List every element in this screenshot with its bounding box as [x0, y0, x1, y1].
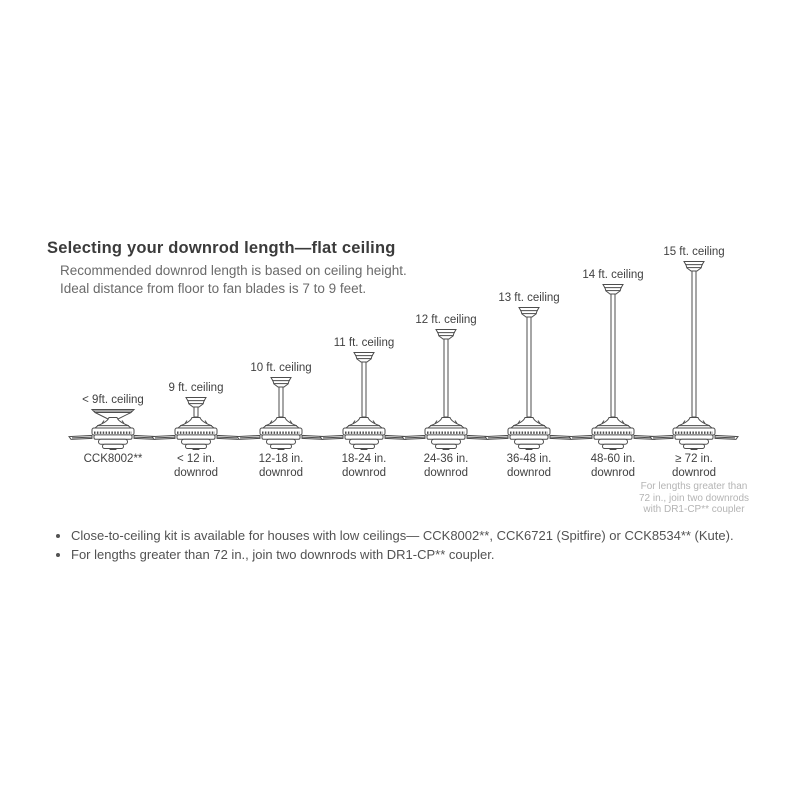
- downrod-length-label: 18-24 in. downrod: [309, 452, 419, 480]
- ceiling-fan-drawing: [319, 352, 409, 451]
- page-title: Selecting your downrod length—flat ceili…: [47, 239, 396, 257]
- downrod-length-line: ≥ 72 in.: [675, 453, 713, 465]
- downrod-length-line: downrod: [671, 467, 717, 479]
- downrod-length-label: 36-48 in. downrod: [474, 452, 584, 480]
- ceiling-fan-illustration: [146, 397, 246, 451]
- footnote-item: For lengths greater than 72 in., join tw…: [71, 546, 734, 564]
- downrod-length-line: 18-24 in.: [341, 453, 387, 465]
- fan-group: 10 ft. ceiling: [226, 362, 336, 451]
- subtitle-line-2: Ideal distance from floor to fan blades …: [60, 281, 367, 296]
- ceiling-fan-drawing: [68, 409, 158, 451]
- ceiling-fan-drawing: [236, 377, 326, 451]
- ceiling-height-label: 12 ft. ceiling: [415, 314, 477, 326]
- footnote-list: Close-to-ceiling kit is available for ho…: [56, 527, 734, 565]
- downrod-length-label: 48-60 in. downrod: [558, 452, 668, 480]
- downrod-length-line: downrod: [590, 467, 636, 479]
- downrod-length-label: ≥ 72 in. downrod: [639, 452, 749, 480]
- downrod-length-line: downrod: [506, 467, 552, 479]
- ceiling-height-label: 10 ft. ceiling: [250, 362, 312, 374]
- downrod-length-label: < 12 in. downrod: [141, 452, 251, 480]
- ceiling-fan-illustration: [314, 352, 414, 451]
- coupler-note-line: For lengths greater than: [640, 481, 748, 492]
- ceiling-fan-drawing: [401, 329, 491, 451]
- ceiling-fan-illustration: [63, 409, 163, 451]
- downrod-length-line: < 12 in.: [176, 453, 216, 465]
- ceiling-fan-drawing: [151, 397, 241, 451]
- downrod-length-line: downrod: [423, 467, 469, 479]
- coupler-note-line: 72 in., join two downrods: [638, 492, 750, 504]
- ceiling-height-label: 13 ft. ceiling: [498, 292, 560, 304]
- coupler-note: For lengths greater than 72 in., join two…: [609, 481, 779, 516]
- fan-group: 15 ft. ceiling: [639, 246, 749, 451]
- fan-group: 9 ft. ceiling: [141, 382, 251, 451]
- ceiling-fan-drawing: [568, 284, 658, 451]
- ceiling-fan-illustration: [644, 261, 744, 451]
- ceiling-fan-drawing: [649, 261, 739, 451]
- downrod-length-label: 12-18 in. downrod: [226, 452, 336, 480]
- ceiling-height-label: 11 ft. ceiling: [333, 337, 395, 349]
- fan-group: 12 ft. ceiling: [391, 314, 501, 451]
- fan-group: 14 ft. ceiling: [558, 269, 668, 451]
- downrod-length-label: 24-36 in. downrod: [391, 452, 501, 480]
- ceiling-height-label: < 9ft. ceiling: [82, 394, 144, 406]
- downrod-length-line: downrod: [173, 467, 219, 479]
- ceiling-fan-illustration: [479, 307, 579, 451]
- ceiling-height-label: 15 ft. ceiling: [663, 246, 725, 258]
- ceiling-height-label: 9 ft. ceiling: [168, 382, 224, 394]
- ceiling-fan-drawing: [484, 307, 574, 451]
- downrod-length-line: 12-18 in.: [258, 453, 304, 465]
- downrod-length-line: downrod: [341, 467, 387, 479]
- downrod-length-label: CCK8002**: [58, 452, 168, 466]
- downrod-length-line: 24-36 in.: [423, 453, 469, 465]
- coupler-note-line: with DR1-CP** coupler: [643, 504, 745, 515]
- subtitle-line-1: Recommended downrod length is based on c…: [60, 263, 407, 278]
- ceiling-fan-illustration: [231, 377, 331, 451]
- downrod-length-line: downrod: [258, 467, 304, 479]
- fan-group: 13 ft. ceiling: [474, 292, 584, 451]
- ceiling-fan-illustration: [563, 284, 663, 451]
- ceiling-fan-illustration: [396, 329, 496, 451]
- downrod-length-line: 36-48 in.: [506, 453, 552, 465]
- downrod-length-line: CCK8002**: [83, 453, 143, 465]
- footnote-item: Close-to-ceiling kit is available for ho…: [71, 527, 734, 545]
- ceiling-height-label: 14 ft. ceiling: [582, 269, 644, 281]
- page-subtitle: Recommended downrod length is based on c…: [60, 262, 407, 298]
- downrod-length-line: 48-60 in.: [590, 453, 636, 465]
- fan-group: 11 ft. ceiling: [309, 337, 419, 451]
- fan-group: < 9ft. ceiling: [58, 394, 168, 451]
